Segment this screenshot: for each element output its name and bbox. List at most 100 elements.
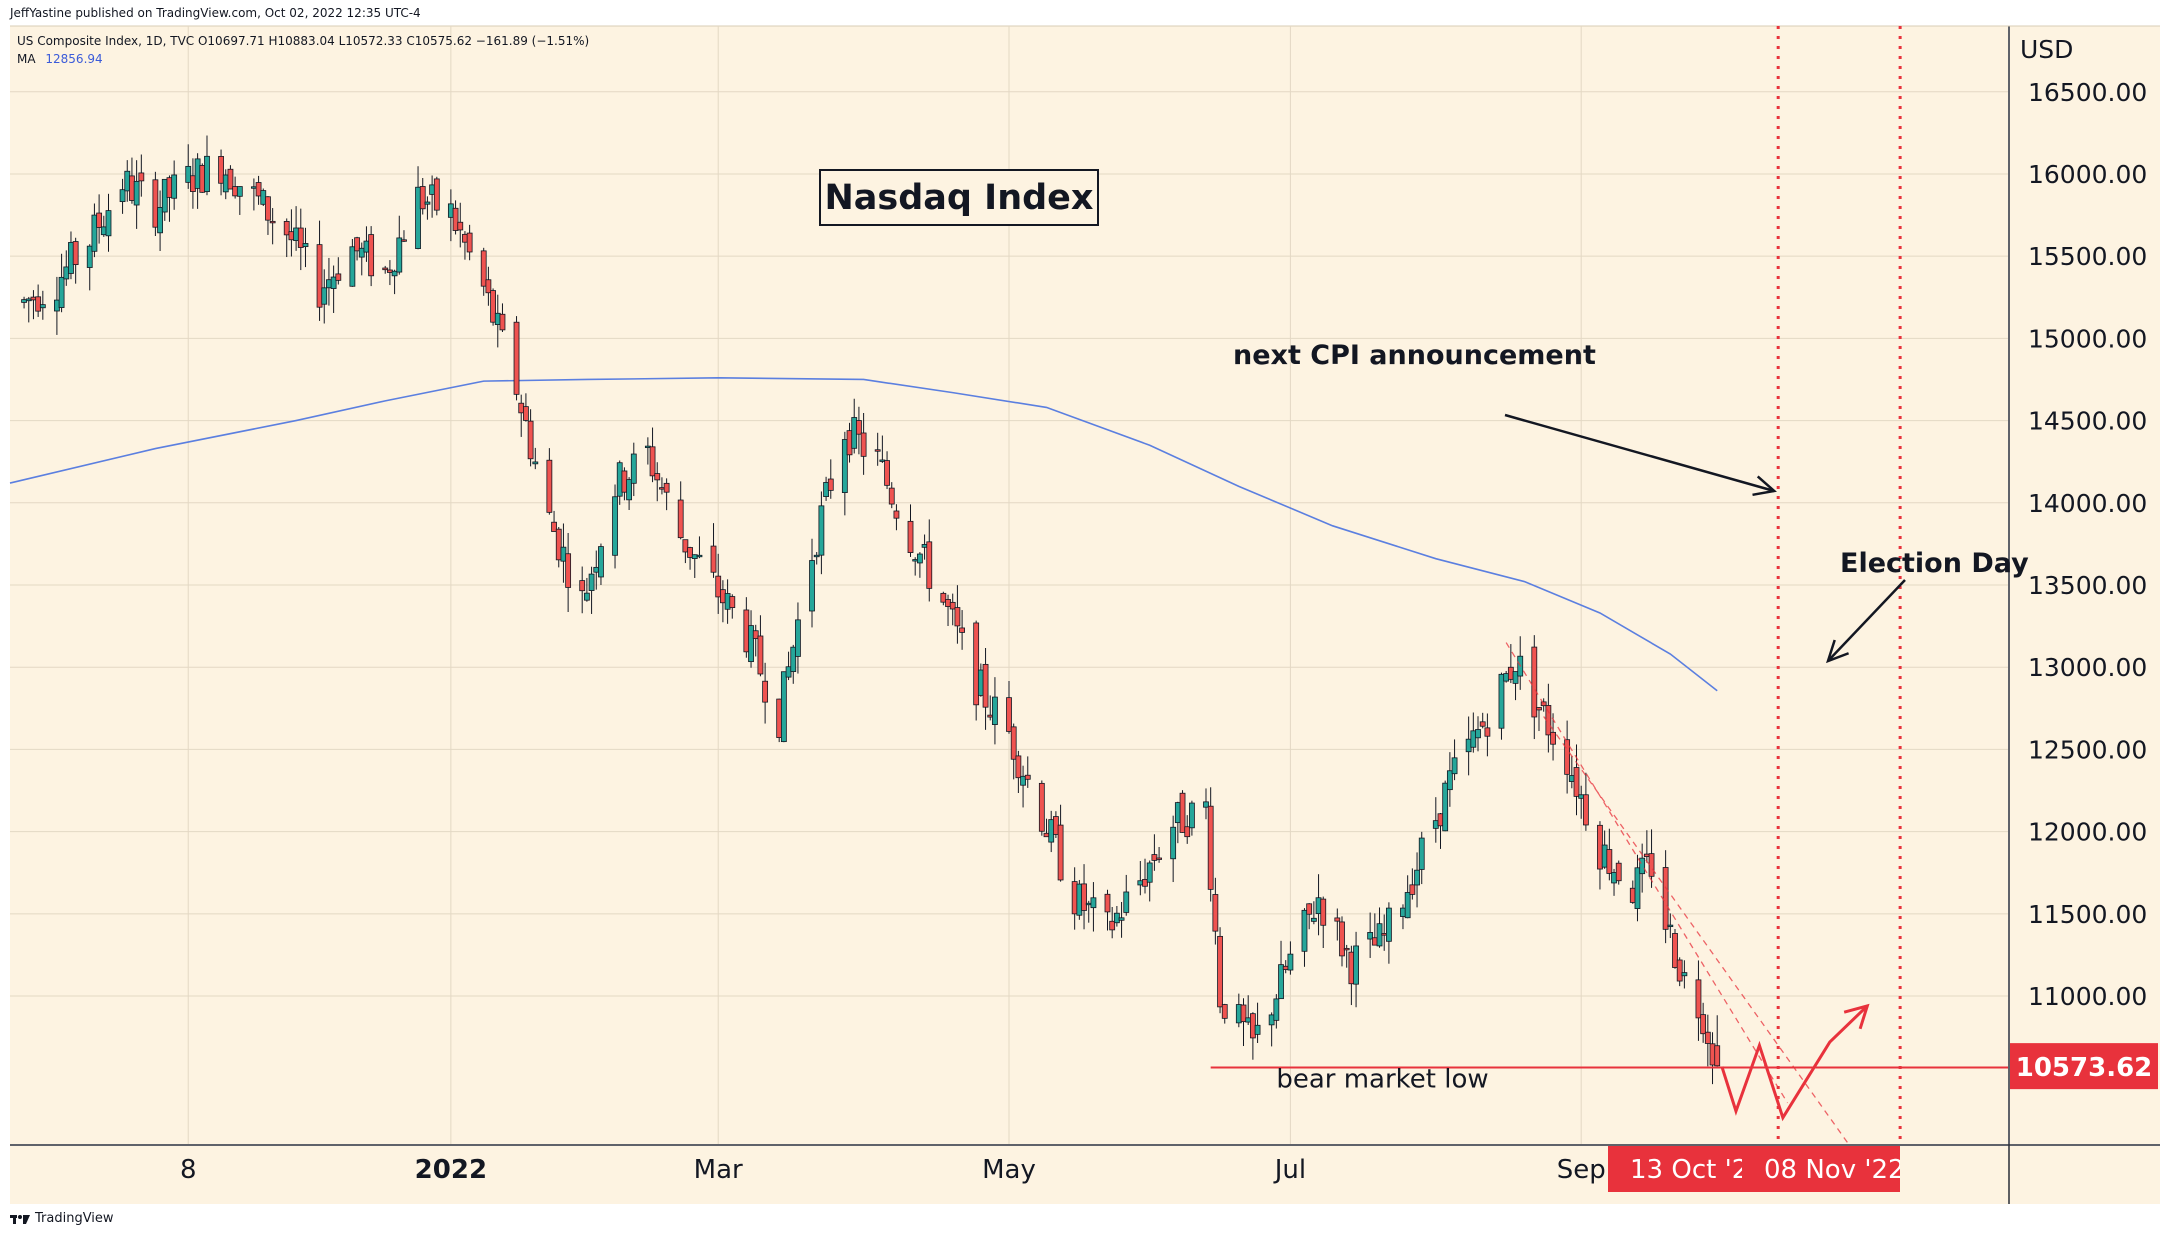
candle[interactable] xyxy=(893,504,900,531)
candle[interactable] xyxy=(1301,908,1308,967)
candle[interactable] xyxy=(630,442,637,497)
candle[interactable] xyxy=(1681,960,1688,989)
candle[interactable] xyxy=(1404,875,1411,919)
candle[interactable] xyxy=(260,188,267,206)
candle[interactable] xyxy=(729,594,736,619)
symbol-legend[interactable]: US Composite Index, 1D, TVC O10697.71 H1… xyxy=(17,34,590,48)
candle[interactable] xyxy=(1217,927,1223,1014)
candle[interactable] xyxy=(204,135,210,196)
candle[interactable] xyxy=(39,290,46,320)
moving-average-line[interactable] xyxy=(9,377,1718,692)
candle[interactable] xyxy=(157,190,163,251)
candle[interactable] xyxy=(1212,877,1219,945)
candle[interactable] xyxy=(1446,752,1453,807)
candle[interactable] xyxy=(227,165,234,190)
election-date-badge[interactable]: 08 Nov '22 xyxy=(1742,1146,1905,1192)
candle[interactable] xyxy=(1451,739,1458,781)
price-axis[interactable] xyxy=(2010,26,2160,1144)
candle[interactable] xyxy=(133,160,140,229)
candle[interactable] xyxy=(790,644,797,684)
candle[interactable] xyxy=(841,431,848,516)
candle[interactable] xyxy=(1142,858,1148,894)
candle[interactable] xyxy=(382,265,389,274)
candle[interactable] xyxy=(1179,790,1186,833)
candle[interactable] xyxy=(1184,815,1191,844)
candle[interactable] xyxy=(499,303,506,332)
candle[interactable] xyxy=(433,176,440,216)
candle[interactable] xyxy=(579,566,586,614)
candle[interactable] xyxy=(809,538,815,628)
candle[interactable] xyxy=(888,482,895,509)
cpi-date-badge[interactable]: 13 Oct '22 xyxy=(1608,1146,1765,1192)
candle[interactable] xyxy=(982,648,989,730)
candle[interactable] xyxy=(1582,772,1589,831)
candle[interactable] xyxy=(1550,713,1556,761)
candle[interactable] xyxy=(762,662,769,724)
candle[interactable] xyxy=(1367,912,1374,958)
candle[interactable] xyxy=(35,284,42,317)
candle[interactable] xyxy=(236,186,243,215)
candle[interactable] xyxy=(1170,815,1177,883)
cpi-annotation-arrow[interactable] xyxy=(1504,413,1777,497)
candle[interactable] xyxy=(297,208,304,271)
candle[interactable] xyxy=(884,451,890,490)
candle[interactable] xyxy=(1414,852,1420,908)
candle[interactable] xyxy=(218,149,224,196)
candle[interactable] xyxy=(973,620,980,721)
candle[interactable] xyxy=(1714,1015,1721,1067)
candle[interactable] xyxy=(715,553,722,614)
candle[interactable] xyxy=(199,163,206,193)
candle[interactable] xyxy=(1334,908,1341,941)
candle[interactable] xyxy=(1695,960,1702,1041)
candle[interactable] xyxy=(940,591,947,606)
candle[interactable] xyxy=(1306,903,1313,930)
candle[interactable] xyxy=(424,196,431,220)
candle[interactable] xyxy=(457,202,464,248)
candle[interactable] xyxy=(1104,889,1111,931)
candle[interactable] xyxy=(1442,780,1449,832)
candle[interactable] xyxy=(1498,672,1505,740)
candle[interactable] xyxy=(72,237,79,284)
candle[interactable] xyxy=(358,242,365,276)
candle[interactable] xyxy=(626,477,632,510)
candle[interactable] xyxy=(1278,940,1284,1000)
candle[interactable] xyxy=(513,316,520,401)
candle[interactable] xyxy=(105,193,112,252)
candle[interactable] xyxy=(649,427,656,483)
candle[interactable] xyxy=(1024,756,1031,788)
candle[interactable] xyxy=(1512,671,1519,701)
candle[interactable] xyxy=(1409,868,1416,900)
candle[interactable] xyxy=(1287,941,1294,975)
candle[interactable] xyxy=(1081,864,1087,930)
candle[interactable] xyxy=(185,144,192,189)
candle[interactable] xyxy=(663,478,670,511)
candle[interactable] xyxy=(856,406,862,455)
candle[interactable] xyxy=(269,208,276,245)
candle[interactable] xyxy=(598,543,604,585)
candle[interactable] xyxy=(1479,712,1486,729)
candle[interactable] xyxy=(1704,1014,1711,1067)
candle[interactable] xyxy=(959,610,965,650)
candle[interactable] xyxy=(330,265,337,313)
candle[interactable] xyxy=(1273,994,1280,1029)
candle[interactable] xyxy=(265,196,271,235)
candle[interactable] xyxy=(302,227,309,268)
candle[interactable] xyxy=(677,481,684,540)
candle[interactable] xyxy=(1010,723,1017,780)
candle[interactable] xyxy=(1676,957,1683,987)
candle[interactable] xyxy=(1076,879,1083,920)
candle[interactable] xyxy=(316,220,323,321)
candle[interactable] xyxy=(992,677,998,745)
candle[interactable] xyxy=(368,226,375,287)
candle[interactable] xyxy=(776,698,783,743)
candle[interactable] xyxy=(1700,1002,1707,1043)
tradingview-footer[interactable]: TradingView xyxy=(10,1211,114,1226)
candle[interactable] xyxy=(687,546,693,570)
candle[interactable] xyxy=(551,510,557,532)
candle[interactable] xyxy=(583,577,590,602)
candle[interactable] xyxy=(1020,765,1026,808)
candle[interactable] xyxy=(171,160,178,210)
candle[interactable] xyxy=(1470,712,1477,753)
candle[interactable] xyxy=(1531,635,1538,740)
candle[interactable] xyxy=(321,269,328,324)
